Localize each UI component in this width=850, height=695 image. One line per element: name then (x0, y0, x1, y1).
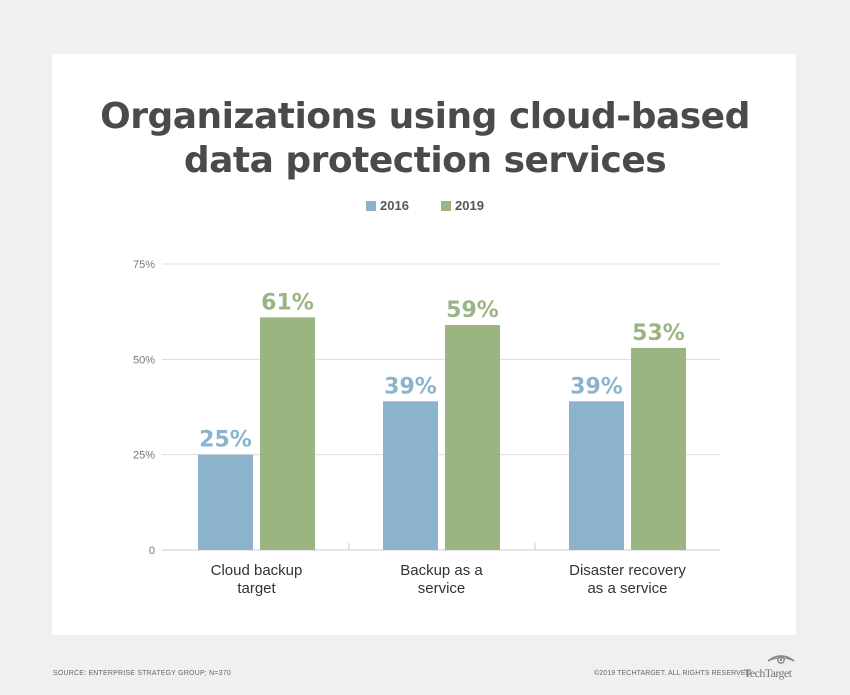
eye-icon (767, 655, 795, 664)
legend-item-2016: 2016 (366, 197, 409, 215)
footer-source: SOURCE: ENTERPRISE STRATEGY GROUP; N=370 (53, 670, 231, 677)
x-tick-label: target (237, 580, 276, 597)
data-label: 59% (446, 298, 499, 323)
data-label: 53% (632, 321, 685, 346)
chart-title-line-1: Organizations using cloud-based (100, 96, 750, 137)
chart-title-line-2: data protection services (183, 140, 667, 181)
x-tick-label: Disaster recovery (569, 562, 686, 579)
bar-2019 (260, 317, 315, 550)
bar-2019 (631, 347, 686, 550)
logo-text: TechTarget (744, 666, 792, 680)
data-label: 25% (199, 428, 252, 453)
y-tick-label: 75% (133, 259, 155, 271)
bar-2016 (383, 401, 438, 550)
x-tick-label: Cloud backup (211, 562, 303, 579)
data-label: 39% (384, 374, 437, 399)
x-tick-label: service (418, 580, 466, 597)
y-tick-label: 0 (149, 545, 155, 557)
y-tick-label: 50% (133, 354, 155, 366)
legend-swatch-2019 (441, 200, 451, 211)
data-label: 39% (570, 374, 623, 399)
techtarget-logo: TechTarget (744, 653, 800, 681)
y-tick-label: 25% (133, 450, 155, 462)
x-tick-label: as a service (587, 580, 667, 597)
chart-title: Organizations using cloud-based data pro… (0, 95, 850, 183)
chart-legend: 2016 2019 (0, 197, 850, 215)
x-tick-label: Backup as a (400, 562, 483, 579)
footer-copyright: ©2019 TECHTARGET. ALL RIGHTS RESERVED (594, 670, 751, 677)
bar-2016 (569, 401, 624, 550)
data-label: 61% (261, 290, 314, 315)
legend-label-2019: 2019 (455, 198, 484, 213)
bar-2016 (198, 454, 253, 550)
legend-swatch-2016 (366, 200, 376, 211)
legend-item-2019: 2019 (441, 197, 484, 215)
bar-2019 (445, 325, 500, 550)
legend-label-2016: 2016 (380, 198, 409, 213)
